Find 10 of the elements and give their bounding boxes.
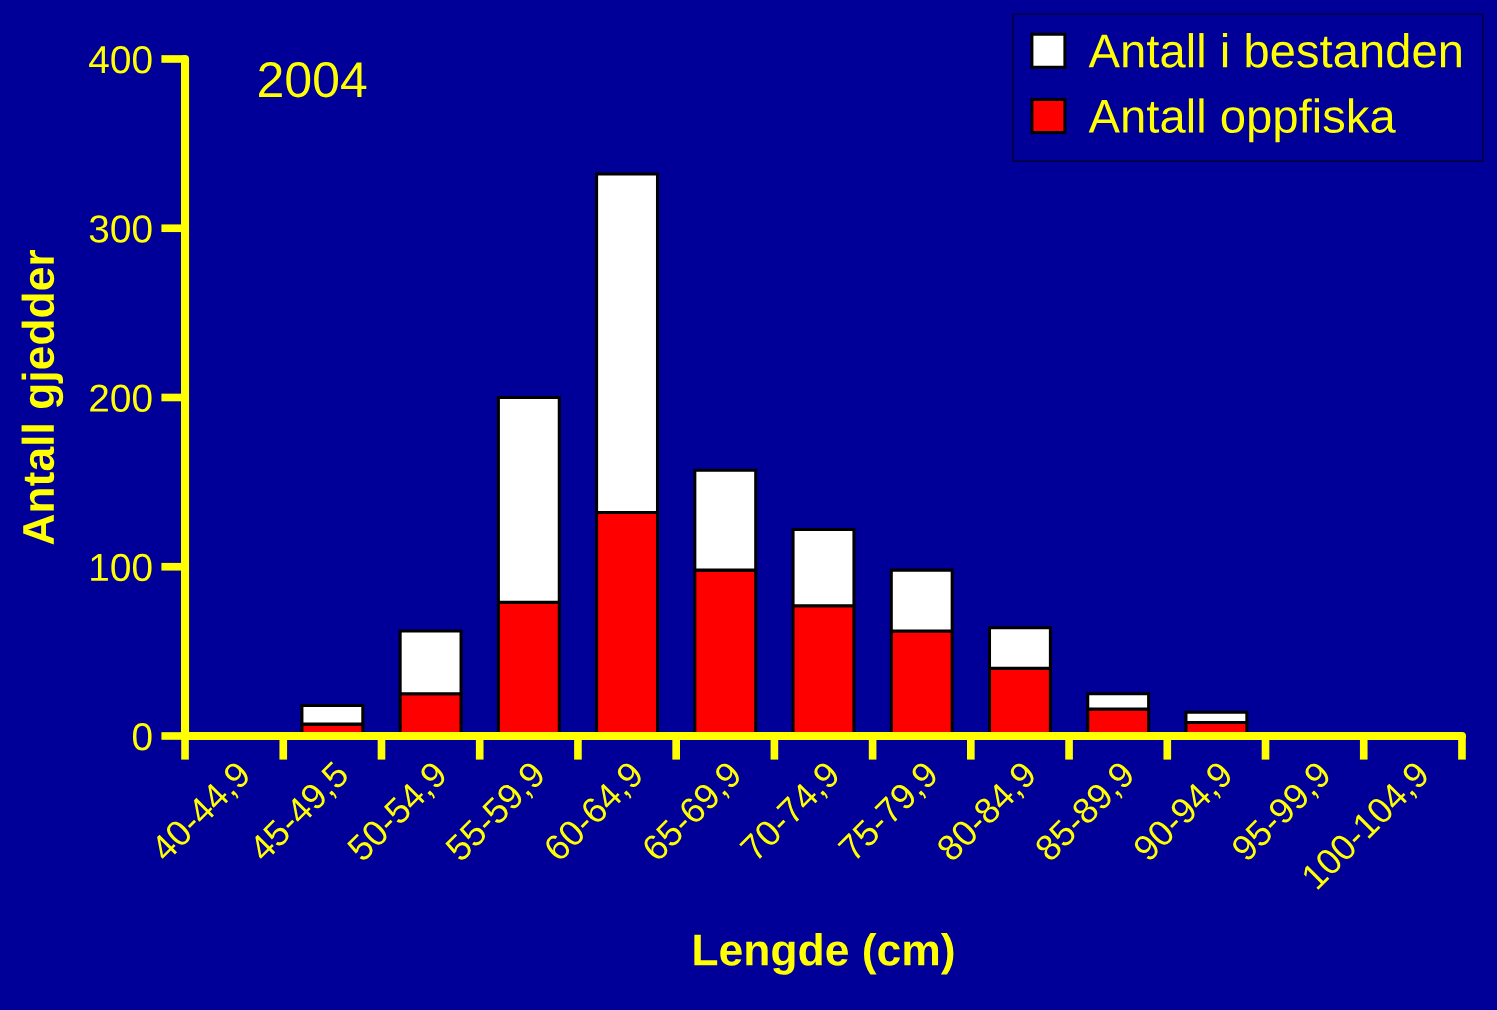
y-tick-label: 400 <box>89 45 152 74</box>
y-tick-label: 300 <box>89 215 152 243</box>
legend-label: Antall i bestanden <box>1088 33 1461 68</box>
y-tick-label: 100 <box>91 553 152 582</box>
y-tick-label: 200 <box>90 384 152 412</box>
legend-label: Antall oppfiska <box>1088 98 1396 143</box>
x-axis-title: Lengde (cm) <box>694 933 954 975</box>
chart-title: 2004 <box>259 61 367 98</box>
y-axis-title: Antall gjedder <box>21 249 64 545</box>
y-tick-label: 0 <box>132 722 152 751</box>
